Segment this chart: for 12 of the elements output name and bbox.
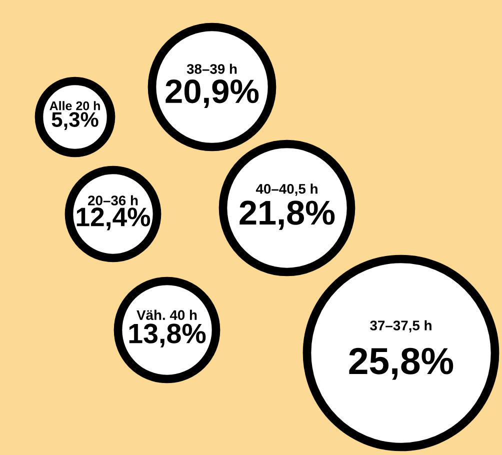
data-label: 12,4% bbox=[76, 208, 150, 230]
category-label: Alle 20 h bbox=[50, 101, 100, 110]
data-label: 21,8% bbox=[240, 200, 335, 230]
data-label: 20,9% bbox=[166, 79, 259, 108]
category-label: 20–36 h bbox=[88, 195, 138, 206]
category-label: 38–39 h bbox=[186, 64, 237, 74]
data-label: 5,3% bbox=[52, 112, 98, 130]
category-label: Väh. 40 h bbox=[136, 310, 197, 320]
data-label: 13,8% bbox=[129, 324, 206, 348]
data-label: 25,8% bbox=[349, 348, 454, 380]
category-label: 37–37,5 h bbox=[370, 320, 432, 332]
category-label: 40–40,5 h bbox=[256, 184, 318, 196]
